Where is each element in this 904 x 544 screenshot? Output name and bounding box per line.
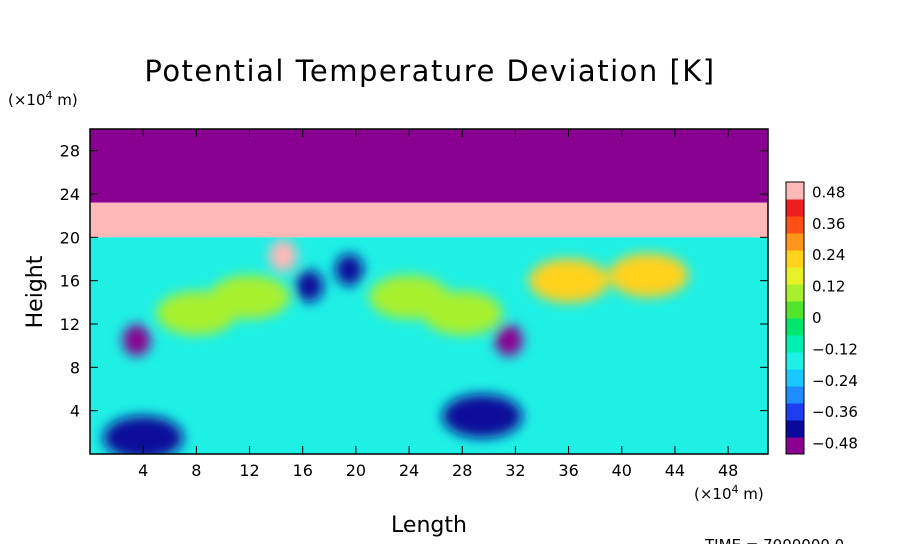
plot-frame — [89, 128, 769, 455]
field-feature — [156, 291, 237, 336]
x-tick-label: 4 — [138, 461, 148, 480]
x-tick-label: 8 — [191, 461, 201, 480]
y-tick-label: 28 — [60, 142, 80, 161]
colorbar-swatch — [786, 216, 804, 234]
field-layer — [90, 129, 768, 203]
colorbar-swatch — [786, 233, 804, 251]
field-layer — [90, 202, 768, 238]
y-unit-label: (×104 m) — [8, 89, 78, 109]
colorbar-swatch — [786, 335, 804, 353]
colorbar-label: 0.24 — [812, 246, 845, 264]
colorbar-label: 0.48 — [812, 183, 845, 201]
x-axis-ticks: 4 8 12 16 20 24 28 32 36 40 44 48 — [138, 129, 738, 480]
field-feature — [103, 415, 184, 454]
colorbar-label: 0.36 — [812, 215, 845, 233]
colorbar-swatch — [786, 301, 804, 319]
field-feature — [122, 324, 151, 357]
colorbar-label: −0.12 — [812, 340, 858, 358]
x-unit-exponent: 4 — [732, 483, 739, 496]
x-tick-label: 24 — [399, 461, 419, 480]
colorbar-label: −0.24 — [812, 372, 858, 390]
field-feature — [422, 291, 503, 336]
y-tick-label: 16 — [60, 272, 80, 291]
y-axis-ticks: 4 8 12 16 20 24 28 — [60, 142, 768, 421]
colorbar-label: 0 — [812, 309, 822, 327]
x-tick-label: 20 — [346, 461, 366, 480]
colorbar-label: 0.12 — [812, 278, 845, 296]
x-unit-suffix: m) — [739, 485, 764, 503]
colorbar-label: −0.36 — [812, 403, 858, 421]
time-label: TIME = 7000000.0 — [704, 536, 844, 544]
x-tick-label: 36 — [558, 461, 578, 480]
colorbar-swatch — [786, 352, 804, 370]
colorbar-label: −0.48 — [812, 435, 858, 453]
colorbar: 0.48 0.36 0.24 0.12 0 −0.12 −0.24 −0.36 −0.48 — [785, 181, 858, 455]
x-tick-label: 48 — [718, 461, 738, 480]
plot-area — [90, 129, 768, 454]
x-tick-label: 28 — [452, 461, 472, 480]
x-tick-label: 16 — [293, 461, 313, 480]
colorbar-swatch — [786, 437, 804, 455]
y-tick-label: 12 — [60, 315, 80, 334]
colorbar-swatch — [786, 284, 804, 302]
chart-title: Potential Temperature Deviation [K] — [144, 54, 715, 88]
y-unit-exponent: 4 — [46, 89, 53, 102]
x-axis-label: Length — [391, 513, 467, 538]
field-feature — [295, 270, 324, 303]
field-feature — [608, 253, 689, 298]
colorbar-swatch — [786, 386, 804, 404]
y-unit-suffix: m) — [53, 91, 78, 109]
y-axis-label: Height — [23, 255, 48, 328]
x-tick-label: 32 — [505, 461, 525, 480]
y-tick-label: 8 — [70, 358, 80, 377]
y-tick-label: 24 — [60, 185, 80, 204]
field-feature — [335, 253, 364, 286]
x-unit-label: (×104 m) — [694, 483, 764, 503]
colorbar-swatch — [786, 199, 804, 217]
x-tick-label: 12 — [239, 461, 259, 480]
y-unit-prefix: (×10 — [8, 91, 46, 109]
field-feature — [494, 324, 523, 357]
colorbar-frame — [785, 181, 805, 455]
x-unit-prefix: (×10 — [694, 485, 732, 503]
colorbar-swatch — [786, 267, 804, 285]
colorbar-swatch — [786, 182, 804, 200]
colorbar-swatch — [786, 250, 804, 268]
field-feature — [442, 394, 523, 439]
colorbar-swatch — [786, 369, 804, 387]
field-features — [103, 239, 689, 454]
x-tick-label: 44 — [665, 461, 685, 480]
colorbar-swatch — [786, 403, 804, 421]
field-feature — [528, 258, 609, 303]
y-tick-label: 20 — [60, 228, 80, 247]
y-tick-label: 4 — [70, 402, 80, 421]
field-feature — [268, 239, 297, 272]
colorbar-swatch — [786, 318, 804, 336]
colorbar-swatch — [786, 420, 804, 438]
x-tick-label: 40 — [612, 461, 632, 480]
field-layers — [90, 129, 768, 454]
